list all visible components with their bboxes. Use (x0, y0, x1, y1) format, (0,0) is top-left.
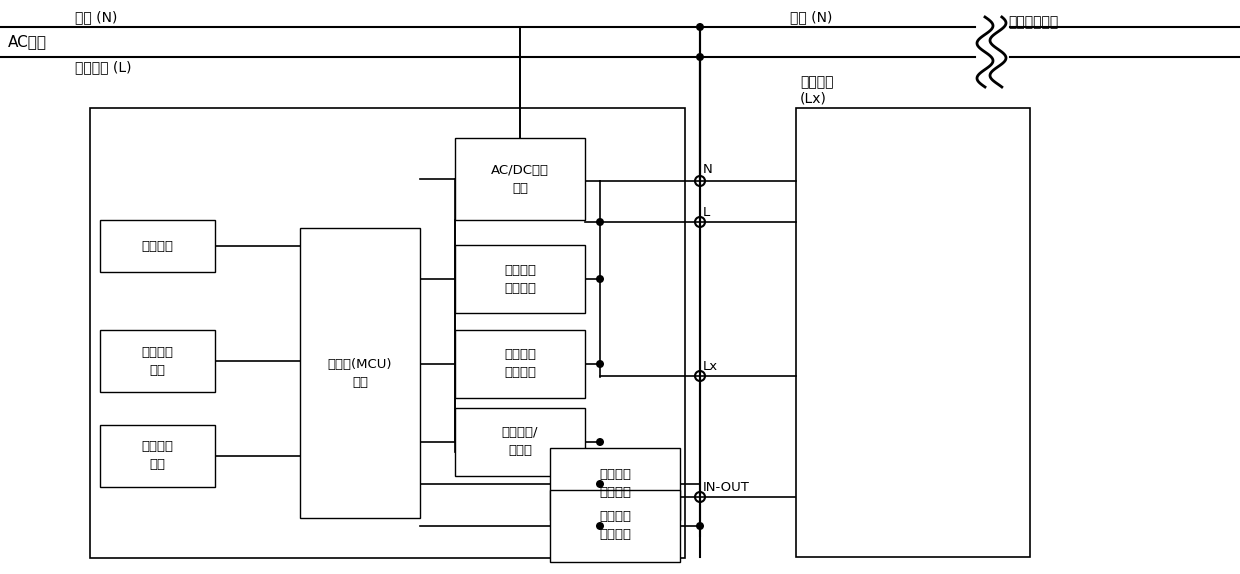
FancyBboxPatch shape (100, 425, 215, 487)
Circle shape (596, 275, 604, 283)
Text: 波形基准
检测模块: 波形基准 检测模块 (503, 263, 536, 294)
Text: 触控输入
模块: 触控输入 模块 (141, 346, 174, 377)
FancyBboxPatch shape (551, 448, 680, 520)
Circle shape (596, 218, 604, 226)
Text: 火线输入 (L): 火线输入 (L) (74, 60, 131, 74)
FancyBboxPatch shape (100, 220, 215, 272)
Text: AC/DC电源
模块: AC/DC电源 模块 (491, 164, 549, 195)
Circle shape (696, 53, 704, 61)
Text: 协控输入
检测模块: 协控输入 检测模块 (599, 510, 631, 541)
FancyBboxPatch shape (100, 330, 215, 392)
Text: L: L (703, 206, 711, 219)
Text: AC市电: AC市电 (7, 34, 47, 49)
Text: 单片机(MCU)
模块: 单片机(MCU) 模块 (327, 358, 392, 389)
Text: Lx: Lx (703, 360, 718, 373)
Text: 零线 (N): 零线 (N) (790, 10, 832, 24)
Text: 协控输出
调制模块: 协控输出 调制模块 (599, 468, 631, 499)
FancyBboxPatch shape (455, 408, 585, 476)
Circle shape (696, 23, 704, 31)
FancyBboxPatch shape (455, 330, 585, 398)
Text: 零线 (N): 零线 (N) (74, 10, 118, 24)
Circle shape (596, 438, 604, 446)
FancyBboxPatch shape (455, 138, 585, 220)
Circle shape (596, 480, 604, 488)
Text: 受控用电装置: 受控用电装置 (1008, 15, 1058, 29)
Text: 交流波形
调制模块: 交流波形 调制模块 (503, 348, 536, 379)
FancyBboxPatch shape (300, 228, 420, 518)
Text: 显示模块: 显示模块 (141, 239, 174, 253)
Text: IN-OUT: IN-OUT (703, 481, 750, 494)
Circle shape (596, 360, 604, 368)
Text: N: N (703, 163, 713, 176)
Text: 火线输出: 火线输出 (800, 75, 833, 89)
Text: 无线收发
模块: 无线收发 模块 (141, 440, 174, 471)
FancyBboxPatch shape (551, 490, 680, 562)
Text: (Lx): (Lx) (800, 91, 827, 105)
Text: 继电器控/
制模块: 继电器控/ 制模块 (502, 426, 538, 457)
Circle shape (596, 522, 604, 530)
Circle shape (696, 522, 704, 530)
FancyBboxPatch shape (455, 245, 585, 313)
